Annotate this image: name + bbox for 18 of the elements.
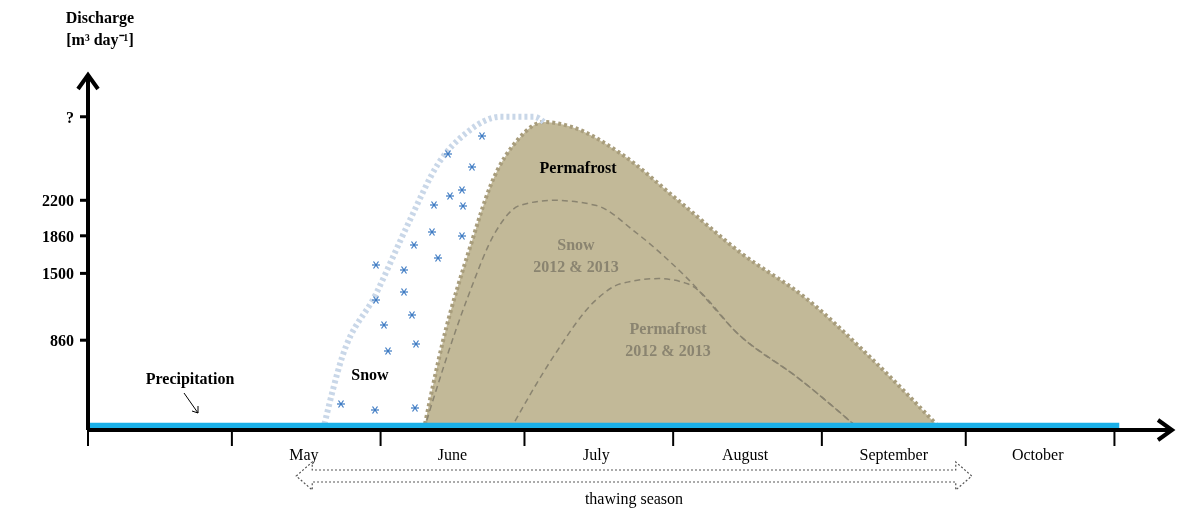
series-label: Permafrost — [539, 159, 618, 176]
y-tick-label: 1860 — [42, 227, 74, 245]
x-tick-label: October — [1011, 446, 1065, 463]
x-tick-label: June — [437, 446, 468, 463]
x-tick-label: September — [859, 446, 929, 464]
y-tick-label: 860 — [50, 332, 74, 350]
series-label: Permafrost 2012 & 2013 — [625, 320, 711, 359]
x-tick-label: July — [583, 446, 610, 464]
x-tick-label: May — [289, 446, 319, 464]
y-tick-label: 1500 — [42, 265, 74, 283]
series-label: Snow — [351, 366, 390, 383]
x-tick-label: August — [722, 446, 769, 464]
y-axis-title: Discharge [m³ day⁻¹] — [65, 9, 135, 49]
y-tick-label: 2200 — [42, 192, 74, 210]
series-label: Snow 2012 & 2013 — [533, 236, 619, 275]
y-tick-label: ? — [66, 108, 74, 126]
text: thawing season — [584, 490, 684, 508]
text: Precipitation — [145, 370, 235, 388]
